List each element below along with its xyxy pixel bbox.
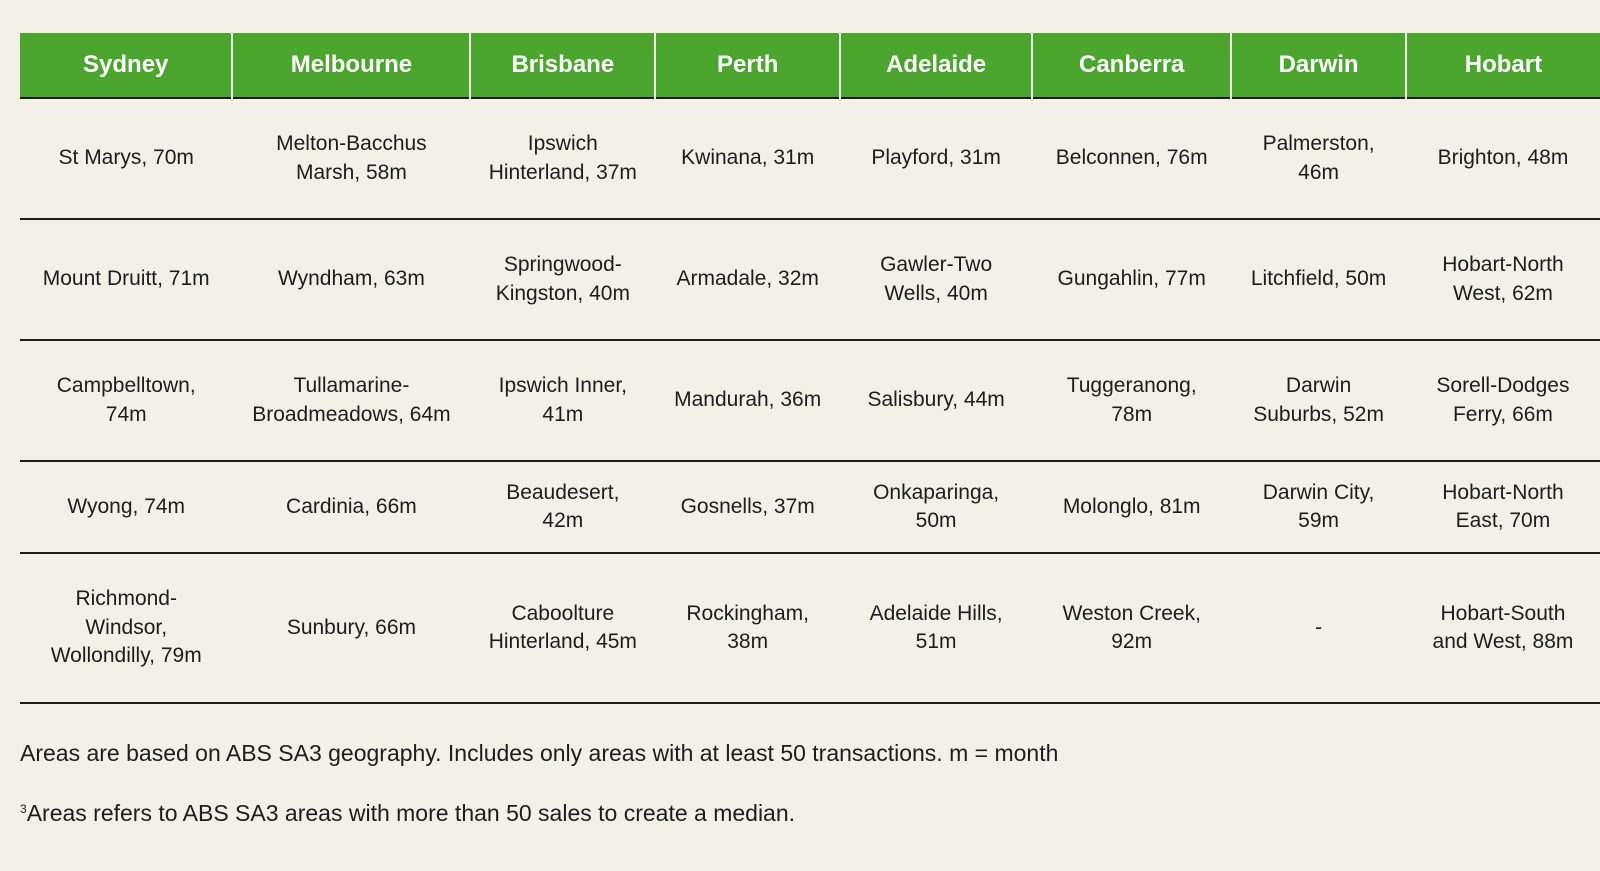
- table-cell: Mandurah, 36m: [655, 340, 841, 462]
- table-header: Sydney Melbourne Brisbane Perth Adelaide…: [20, 33, 1600, 98]
- table-cell: Wyndham, 63m: [232, 219, 471, 341]
- header-adelaide: Adelaide: [839, 33, 1033, 98]
- table-cell: Playford, 31m: [840, 98, 1033, 220]
- table-cell: Weston Creek, 92m: [1032, 553, 1232, 704]
- table-row: Campbelltown, 74m Tullamarine-Broadmeado…: [20, 340, 1600, 462]
- table-cell: Campbelltown, 74m: [20, 340, 233, 462]
- table-cell: Springwood-Kingston, 40m: [470, 219, 656, 341]
- table-cell: -: [1231, 553, 1406, 704]
- table-cell: Brighton, 48m: [1405, 98, 1600, 220]
- table-cell: St Marys, 70m: [20, 98, 233, 220]
- table-row: Wyong, 74m Cardinia, 66m Beaudesert, 42m…: [20, 461, 1600, 554]
- table-cell: Sorell-Dodges Ferry, 66m: [1405, 340, 1600, 462]
- header-sydney: Sydney: [20, 33, 233, 98]
- table-cell: Hobart-North West, 62m: [1405, 219, 1600, 341]
- table-cell: Tullamarine-Broadmeadows, 64m: [232, 340, 471, 462]
- header-perth: Perth: [654, 33, 841, 98]
- table-cell: Cardinia, 66m: [232, 461, 471, 554]
- table-cell: Mount Druitt, 71m: [20, 219, 233, 341]
- table-cell: Gawler-Two Wells, 40m: [840, 219, 1033, 341]
- table-cell: Litchfield, 50m: [1231, 219, 1406, 341]
- table-cell: Hobart-South and West, 88m: [1405, 553, 1600, 704]
- geography-note: Areas are based on ABS SA3 geography. In…: [20, 740, 1059, 766]
- table-cell: Adelaide Hills, 51m: [840, 553, 1033, 704]
- table-cell: Palmerston, 46m: [1231, 98, 1406, 220]
- table-cell: Salisbury, 44m: [840, 340, 1033, 462]
- table-cell: Onkaparinga, 50m: [840, 461, 1033, 554]
- table-cell: Gosnells, 37m: [655, 461, 841, 554]
- table-cell: Richmond-Windsor, Wollondilly, 79m: [20, 553, 233, 704]
- footnote-marker: 3: [20, 802, 27, 816]
- table-cell: Belconnen, 76m: [1032, 98, 1232, 220]
- table-cell: Darwin City, 59m: [1231, 461, 1406, 554]
- header-canberra: Canberra: [1031, 33, 1232, 98]
- areas-footnote: 3Areas refers to ABS SA3 areas with more…: [20, 800, 795, 827]
- data-table-container: Sydney Melbourne Brisbane Perth Adelaide…: [20, 33, 1600, 704]
- table-row: Richmond-Windsor, Wollondilly, 79m Sunbu…: [20, 553, 1600, 704]
- header-row: Sydney Melbourne Brisbane Perth Adelaide…: [20, 33, 1600, 98]
- header-hobart: Hobart: [1404, 33, 1600, 98]
- table-cell: Armadale, 32m: [655, 219, 841, 341]
- table-cell: Kwinana, 31m: [655, 98, 841, 220]
- header-darwin: Darwin: [1230, 33, 1406, 98]
- table-cell: Molonglo, 81m: [1032, 461, 1232, 554]
- footnote-text: Areas refers to ABS SA3 areas with more …: [26, 800, 796, 826]
- header-melbourne: Melbourne: [231, 33, 471, 98]
- table-cell: Beaudesert, 42m: [470, 461, 656, 554]
- table-cell: Ipswich Inner, 41m: [470, 340, 656, 462]
- city-areas-table: Sydney Melbourne Brisbane Perth Adelaide…: [20, 33, 1600, 704]
- table-row: St Marys, 70m Melton-Bacchus Marsh, 58m …: [20, 98, 1600, 220]
- table-cell: Melton-Bacchus Marsh, 58m: [232, 98, 471, 220]
- table-row: Mount Druitt, 71m Wyndham, 63m Springwoo…: [20, 219, 1600, 341]
- table-cell: Darwin Suburbs, 52m: [1231, 340, 1406, 462]
- header-brisbane: Brisbane: [469, 33, 656, 98]
- table-cell: Tuggeranong, 78m: [1032, 340, 1232, 462]
- table-cell: Gungahlin, 77m: [1032, 219, 1232, 341]
- table-cell: Caboolture Hinterland, 45m: [470, 553, 656, 704]
- table-body: St Marys, 70m Melton-Bacchus Marsh, 58m …: [20, 98, 1600, 704]
- table-cell: Wyong, 74m: [20, 461, 233, 554]
- table-cell: Rockingham, 38m: [655, 553, 841, 704]
- table-cell: Ipswich Hinterland, 37m: [470, 98, 656, 220]
- table-cell: Hobart-North East, 70m: [1405, 461, 1600, 554]
- table-cell: Sunbury, 66m: [232, 553, 471, 704]
